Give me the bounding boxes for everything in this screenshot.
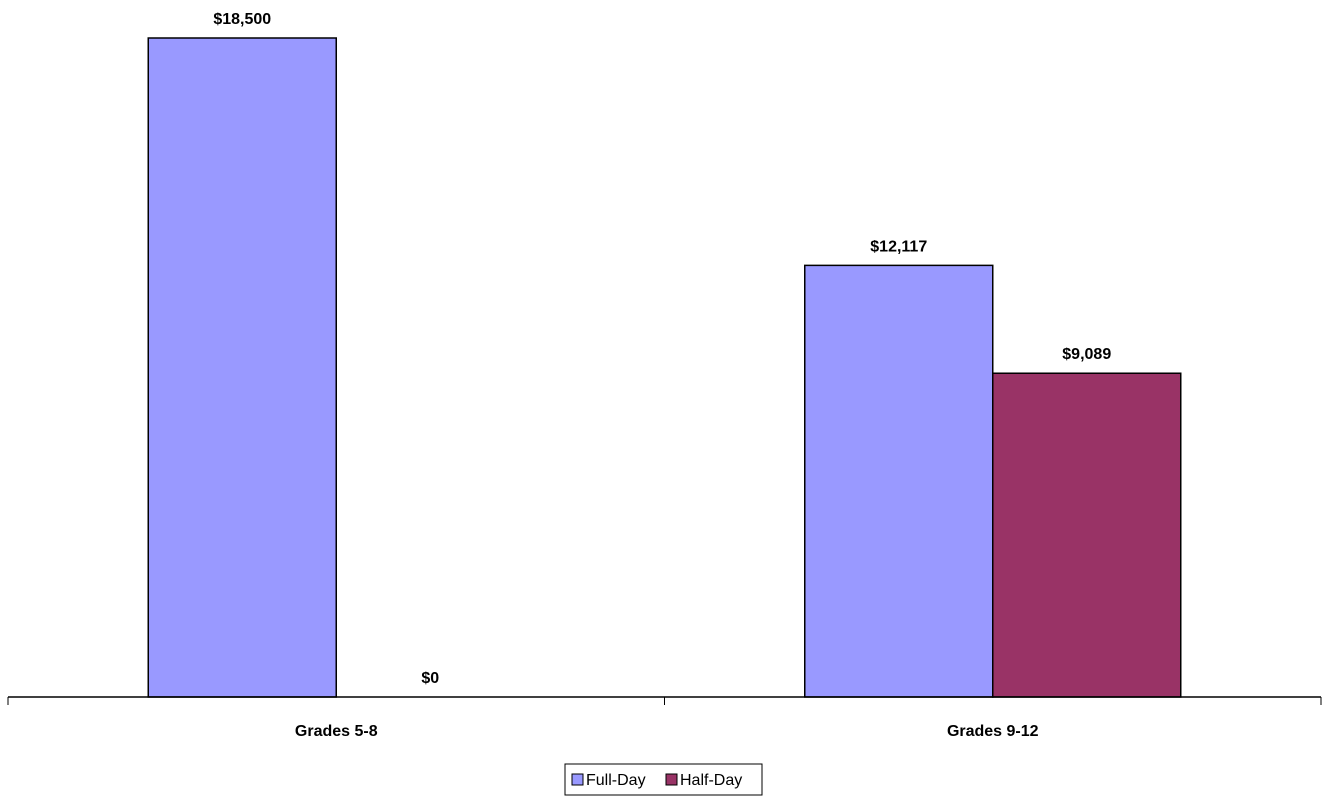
data-labels-layer: $18,500 $0 $12,117 $9,089 (213, 11, 1111, 687)
x-axis: Grades 5-8 Grades 9-12 (7, 696, 1322, 740)
legend-swatch-half-day (665, 773, 678, 786)
legend-swatch-full-day (571, 773, 584, 786)
bar-full-day-2 (804, 264, 994, 698)
data-label-half-day-2: $9,089 (1062, 346, 1111, 363)
data-label-full-day-1: $18,500 (213, 11, 271, 28)
category-label-1: Grades 5-8 (295, 723, 378, 740)
data-label-full-day-2: $12,117 (870, 238, 927, 255)
bar-half-day-2 (992, 372, 1182, 698)
legend-label-half-day: Half-Day (680, 772, 742, 789)
legend-box (564, 763, 763, 796)
data-label-half-day-1: $0 (421, 670, 439, 687)
bars-layer (147, 37, 1182, 698)
legend-label-full-day: Full-Day (586, 772, 646, 789)
category-label-2: Grades 9-12 (947, 723, 1039, 740)
bar-full-day-1 (147, 37, 337, 698)
legend: Full-Day Half-Day (564, 763, 763, 796)
